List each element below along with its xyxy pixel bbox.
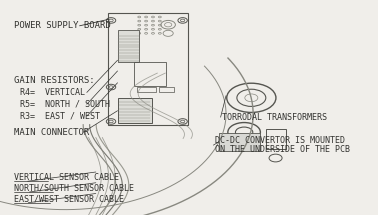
Text: MAIN CONNECTOR: MAIN CONNECTOR: [14, 128, 90, 137]
Text: R3=  EAST / WEST: R3= EAST / WEST: [20, 112, 100, 121]
Text: GAIN RESISTORS:: GAIN RESISTORS:: [14, 76, 95, 85]
Text: NORTH/SOUTH SENSOR CABLE: NORTH/SOUTH SENSOR CABLE: [14, 184, 135, 193]
Circle shape: [237, 89, 266, 106]
Bar: [138, 87, 155, 92]
Bar: [118, 30, 139, 62]
Text: TORRODAL TRANSFORMERS: TORRODAL TRANSFORMERS: [222, 113, 327, 122]
Bar: [134, 62, 166, 86]
Text: ON THE UNDERSIDE OF THE PCB: ON THE UNDERSIDE OF THE PCB: [215, 145, 350, 154]
Text: EAST/WEST SENSOR CABLE: EAST/WEST SENSOR CABLE: [14, 194, 124, 203]
Text: POWER SUPPLY BOARD: POWER SUPPLY BOARD: [14, 21, 111, 30]
Text: R4=  VERTICAL: R4= VERTICAL: [20, 88, 85, 97]
Bar: [159, 87, 174, 92]
Bar: [266, 129, 286, 149]
Text: DC-DC CONVERTOR IS MOUNTED: DC-DC CONVERTOR IS MOUNTED: [215, 136, 345, 145]
Bar: [118, 98, 152, 123]
Bar: [108, 13, 188, 125]
Text: R5=  NORTH / SOUTH: R5= NORTH / SOUTH: [20, 100, 110, 109]
Text: VERTICAL SENSOR CABLE: VERTICAL SENSOR CABLE: [14, 173, 119, 182]
Bar: [219, 133, 260, 150]
Circle shape: [235, 127, 253, 137]
